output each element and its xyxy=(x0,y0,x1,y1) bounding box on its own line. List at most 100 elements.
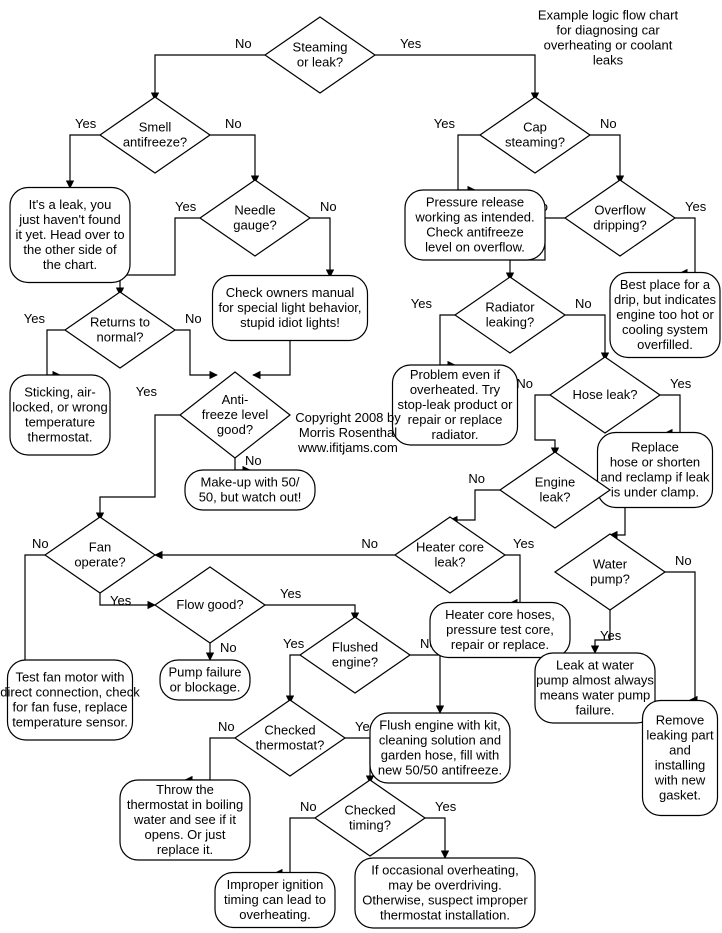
node-ckthermo: Checkedthermostat? xyxy=(235,700,345,776)
edge-label-heater-heaterhose: Yes xyxy=(513,536,535,551)
node-heaterhose: Heater core hoses,pressure test core,rep… xyxy=(430,603,570,658)
node-needle: Needlegauge? xyxy=(200,180,310,256)
edge-label-returns-sticking: Yes xyxy=(24,311,46,326)
edge-label-fan-fanmotor: No xyxy=(32,536,49,551)
edge-label-needle-owners: No xyxy=(320,199,337,214)
node-fanmotor: Test fan motor withdirect connection, ch… xyxy=(0,660,140,740)
edge-label-waterpump-wpfail: Yes xyxy=(600,628,622,643)
node-flushed: Flushedengine? xyxy=(300,617,410,693)
node-steaming: Steamingor leak? xyxy=(265,17,375,93)
node-aflevel: Anti-freeze levelgood? xyxy=(180,372,290,458)
node-text-heaterhose: Heater core hoses,pressure test core,rep… xyxy=(445,607,555,652)
node-fan: Fanoperate? xyxy=(45,517,155,593)
node-hose: Hose leak? xyxy=(550,357,660,433)
edge-label-needle-returns: Yes xyxy=(175,199,197,214)
edge-label-radiator-hose: No xyxy=(575,296,592,311)
node-text-steaming: Steamingor leak? xyxy=(293,40,348,70)
edge-aflevel-fan xyxy=(100,415,182,520)
node-overflow: Overflowdripping? xyxy=(565,180,675,256)
node-owners: Check owners manualfor special light beh… xyxy=(213,276,368,341)
edge-label-fan-flow: Yes xyxy=(110,593,132,608)
edge-flushed-flusheng xyxy=(410,655,440,713)
edge-label-aflevel-makeup: No xyxy=(245,453,262,468)
node-radiator: Radiatorleaking? xyxy=(455,277,565,353)
node-text-occover: If occasional overheating,may be overdri… xyxy=(362,863,528,923)
node-replhose: Replacehose or shortenand reclamp if lea… xyxy=(598,433,713,508)
edge-overflow-bestplace xyxy=(675,218,695,273)
node-bestplace: Best place for adrip, but indicatesengin… xyxy=(610,273,720,358)
node-text-pumpfail: Pump failureor blockage. xyxy=(169,665,242,695)
node-pumpfail: Pump failureor blockage. xyxy=(160,660,250,700)
edge-label-flushed-ckthermo: Yes xyxy=(283,636,305,651)
node-text-flusheng: Flush engine with kit,cleaning solution … xyxy=(378,718,502,778)
edge-label-cktiming-occover: Yes xyxy=(435,799,457,814)
node-text-overflow: Overflowdripping? xyxy=(593,203,647,233)
edge-flow-flushed xyxy=(265,605,355,620)
edge-ckthermo-boil xyxy=(185,738,235,780)
edge-steaming-cap xyxy=(375,55,535,100)
edge-returns-sticking xyxy=(47,330,65,375)
node-text-ckthermo: Checkedthermostat? xyxy=(256,723,325,753)
node-text-needle: Needlegauge? xyxy=(233,203,276,233)
edge-label-engleak-heater: No xyxy=(468,471,485,486)
edge-label-aflevel-fan: Yes xyxy=(136,384,158,399)
edge-label-ckthermo-boil: No xyxy=(218,719,235,734)
edge-label-heater-fan: No xyxy=(361,536,378,551)
edge-cap-overflow xyxy=(590,135,620,183)
node-problem: Problem even ifoverheated. Trystop-leak … xyxy=(393,365,518,445)
edge-cktiming-occover xyxy=(425,818,445,858)
edge-label-steaming-cap: Yes xyxy=(400,36,422,51)
edge-label-smell-needle: No xyxy=(225,116,242,131)
edge-label-radiator-problem: Yes xyxy=(411,296,433,311)
node-makeup: Make-up with 50/50, but watch out! xyxy=(185,470,315,510)
node-text-waterpump: Waterpump? xyxy=(590,557,630,587)
flowchart-canvas: No Yes Yes No Yes No Yes No Yes No No Yes No Yes Yes No… xyxy=(0,0,722,933)
node-text-flushed: Flushedengine? xyxy=(332,640,378,670)
copyright-text: Copyright 2008 byMorris Rosenthalwww.ifi… xyxy=(295,410,401,455)
node-pressure: Pressure releaseworking as intended.Chec… xyxy=(405,190,545,260)
node-improper: Improper ignitiontiming can lead tooverh… xyxy=(215,873,335,928)
edge-engleak-heater xyxy=(450,490,500,520)
edge-flushed-ckthermo xyxy=(290,655,300,703)
node-text-makeup: Make-up with 50/50, but watch out! xyxy=(199,475,302,505)
edge-label-flow-flushed: Yes xyxy=(280,586,302,601)
edge-radiator-hose xyxy=(565,315,605,360)
edge-label-steaming-smell: No xyxy=(235,36,252,51)
edge-hose-engleak xyxy=(535,395,555,455)
node-engleak: Engineleak? xyxy=(500,452,610,528)
edge-smell-leakfound xyxy=(70,135,100,188)
node-text-flow: Flow good? xyxy=(176,597,243,612)
node-text-radiator: Radiatorleaking? xyxy=(485,300,535,330)
node-removepart: Removeleaking partandinstallingwith newg… xyxy=(643,701,718,816)
edge-waterpump-removepart xyxy=(665,572,695,700)
node-occover: If occasional overheating,may be overdri… xyxy=(355,858,535,928)
edge-cap-pressure xyxy=(458,135,480,190)
edge-label-cap-overflow: No xyxy=(600,116,617,131)
edge-cktiming-improper xyxy=(275,818,315,873)
node-text-fanmotor: Test fan motor withdirect connection, ch… xyxy=(0,670,140,730)
node-waterpump: Waterpump? xyxy=(555,534,665,610)
node-text-hose: Hose leak? xyxy=(572,387,637,402)
node-text-cktiming: Checkedtiming? xyxy=(344,803,395,833)
node-returns: Returns tonormal? xyxy=(65,292,175,368)
edge-label-hose-engleak: No xyxy=(516,376,533,391)
edge-heater-heaterhose xyxy=(505,555,520,603)
node-boil: Throw thethermostat in boilingwater and … xyxy=(120,780,250,860)
node-text-improper: Improper ignitiontiming can lead tooverh… xyxy=(224,877,326,922)
edge-returns-aflevel xyxy=(175,330,217,375)
edge-radiator-problem xyxy=(440,315,455,365)
edge-owners-aflevel xyxy=(253,340,290,375)
edge-hose-replhose xyxy=(660,395,680,433)
edge-smell-needle xyxy=(210,135,255,183)
node-text-pressure: Pressure releaseworking as intended.Chec… xyxy=(414,195,534,255)
edge-label-smell-leakfound: Yes xyxy=(75,116,97,131)
node-sticking: Sticking, air-locked, or wrongtemperatur… xyxy=(10,375,110,455)
nodes: Steamingor leak?Smellantifreeze?It's a l… xyxy=(0,17,720,928)
node-flow: Flow good? xyxy=(155,567,265,643)
edge-ckthermo-cktiming xyxy=(345,738,370,783)
node-leakfound: It's a leak, youjust haven't foundit yet… xyxy=(10,188,130,283)
edge-label-cktiming-improper: No xyxy=(300,799,317,814)
edge-label-returns-aflevel: No xyxy=(185,311,202,326)
node-text-returns: Returns tonormal? xyxy=(90,315,150,345)
edge-label-flow-pumpfail: No xyxy=(220,640,237,655)
